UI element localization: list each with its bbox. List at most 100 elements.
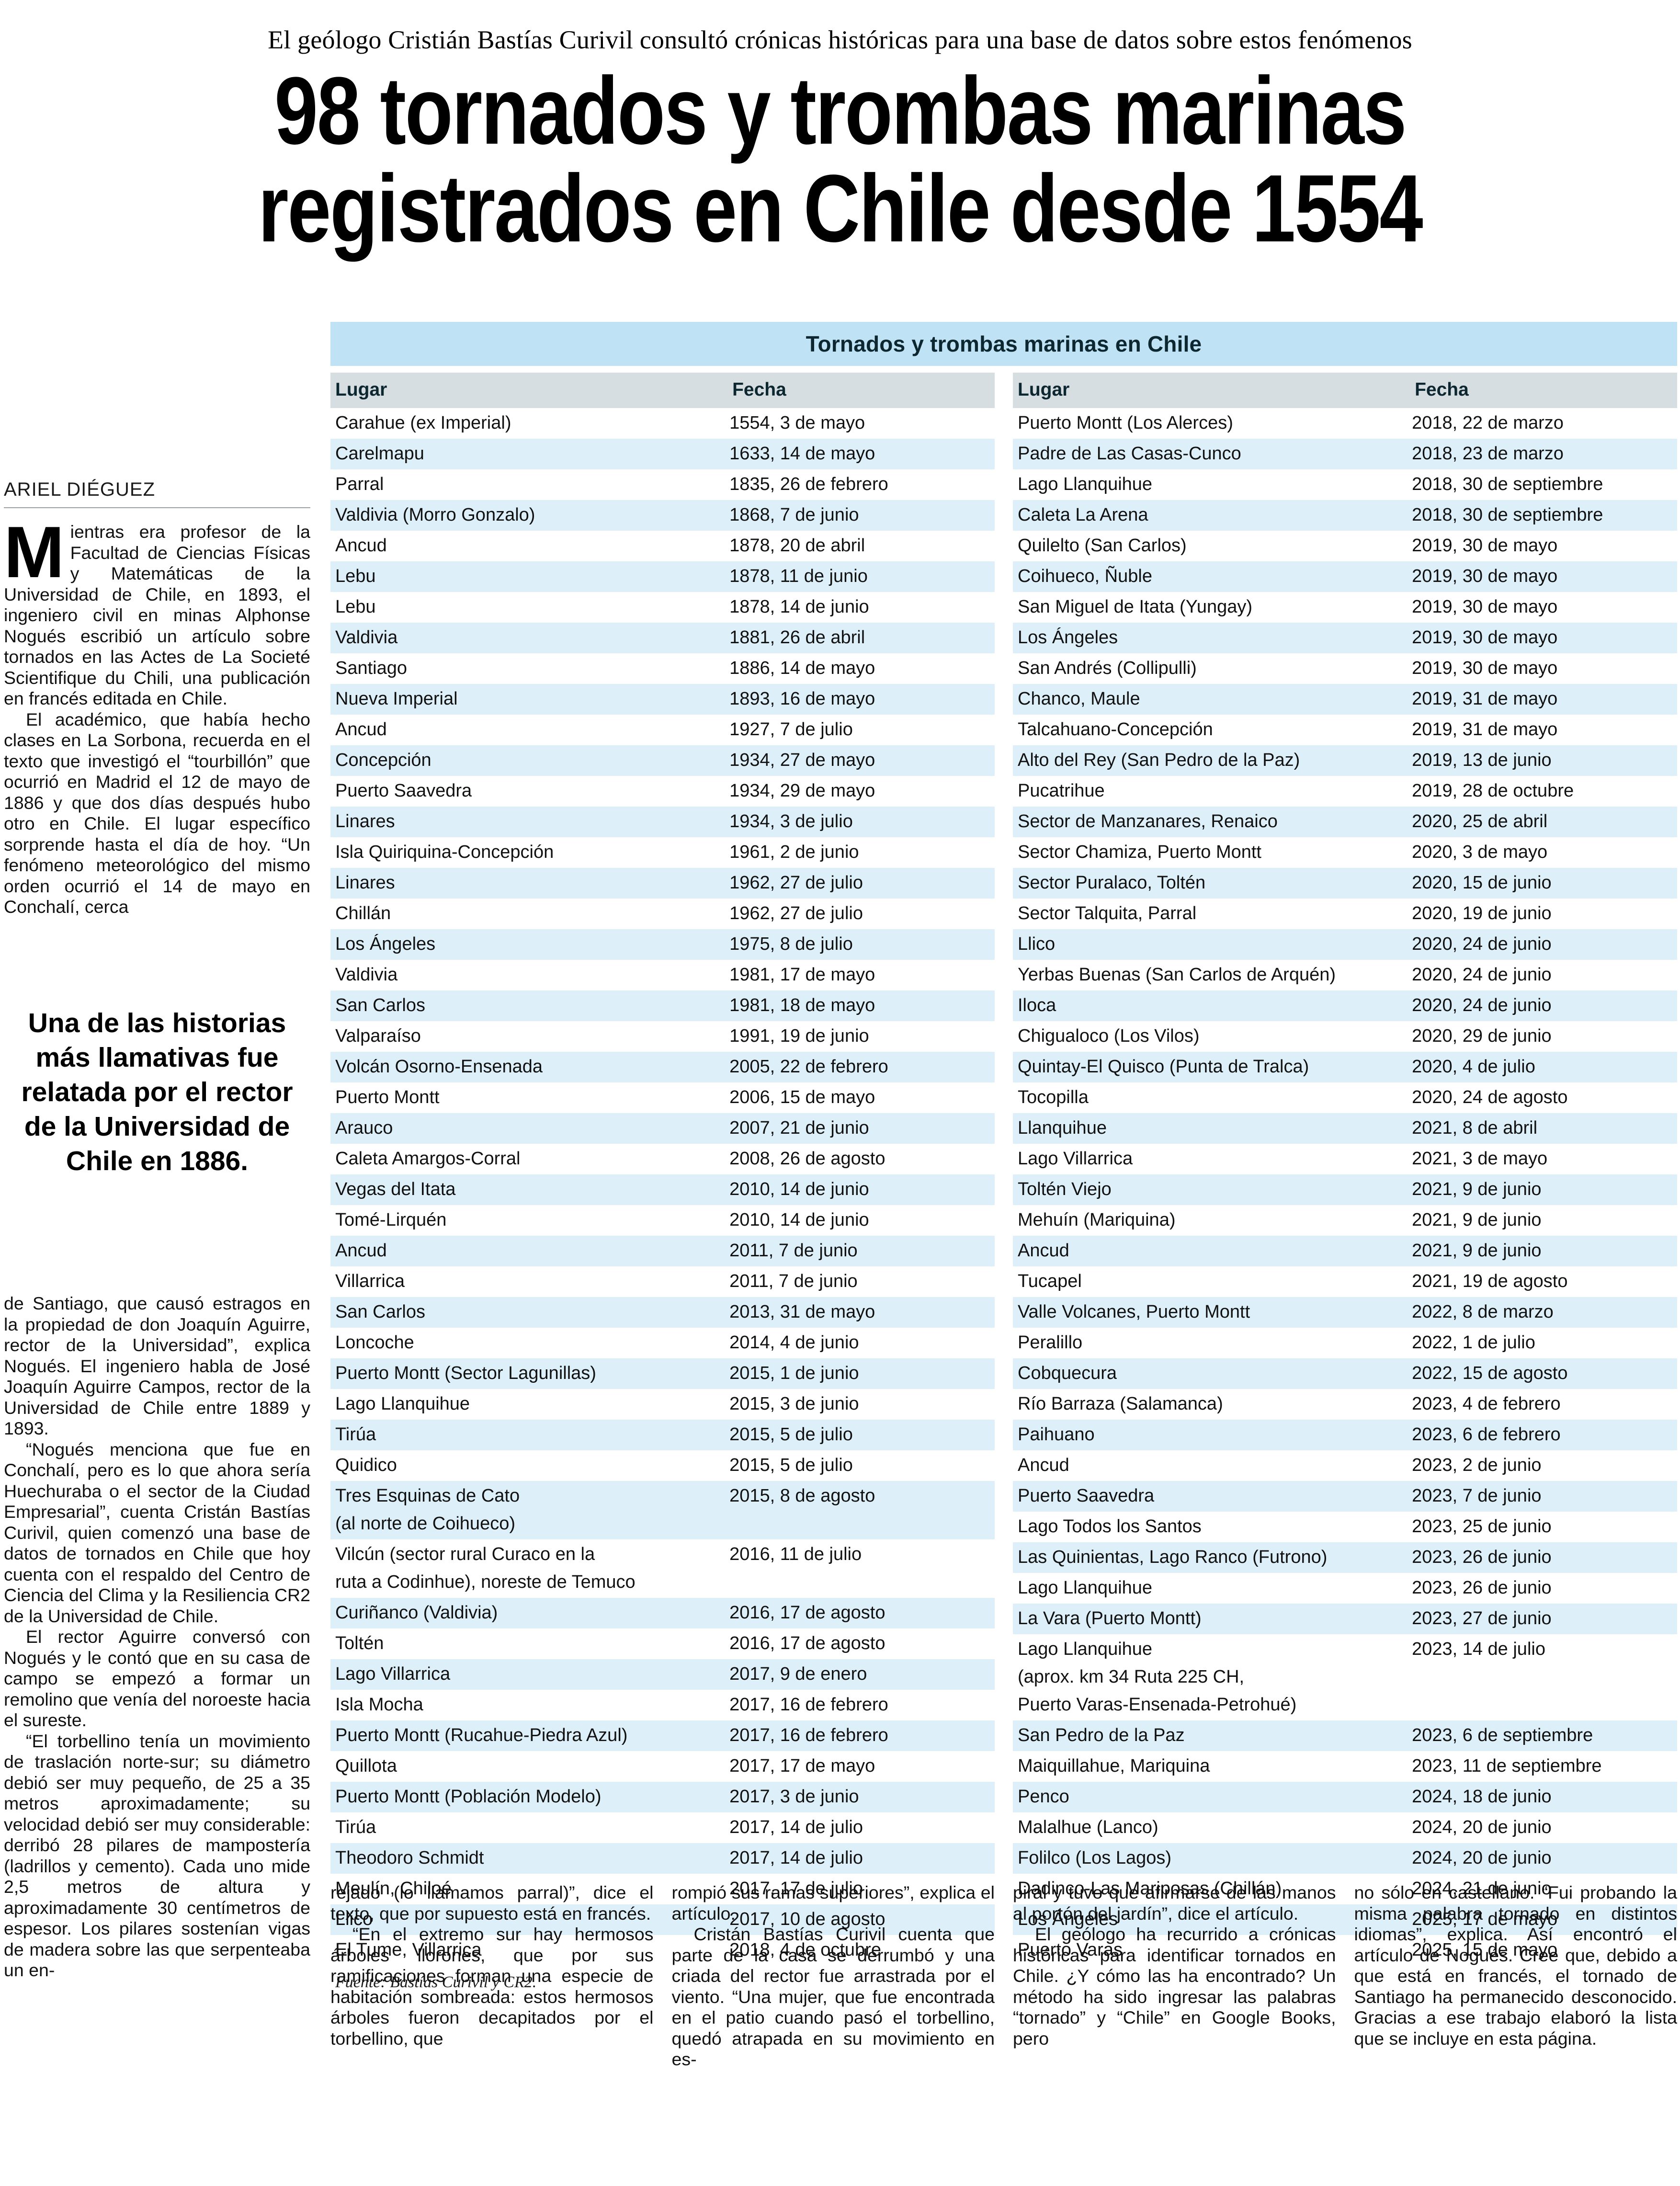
table-row[interactable]: Meulín, Chiloé 2017, 17 de julio	[330, 1874, 995, 1904]
table-row[interactable]: Villarrica 2011, 7 de junio	[330, 1266, 995, 1297]
table-row[interactable]: Tomé-Lirquén 2010, 14 de junio	[330, 1205, 995, 1236]
table-row[interactable]: Chillán 1962, 27 de julio	[330, 899, 995, 929]
table-row[interactable]: Quintay-El Quisco (Punta de Tralca) 2020,…	[1013, 1052, 1677, 1082]
table-row[interactable]: Valle Volcanes, Puerto Montt 2022, 8 de m…	[1013, 1297, 1677, 1328]
table-row[interactable]: Chanco, Maule 2019, 31 de mayo	[1013, 684, 1677, 715]
table-row[interactable]: El Tume, Villarrica 2018, 4 de octubre	[330, 1935, 995, 1966]
table-row[interactable]: Dadinco-Las Mariposas (Chillán) 2024, 21 …	[1013, 1874, 1677, 1904]
table-row[interactable]: Tres Esquinas de Cato 2015, 8 de agosto	[330, 1481, 995, 1512]
cell-lugar: Llanquihue	[1013, 1113, 1410, 1144]
table-row[interactable]: Concepción 1934, 27 de mayo	[330, 745, 995, 776]
table-row[interactable]: Vegas del Itata 2010, 14 de junio	[330, 1174, 995, 1205]
table-row[interactable]: San Carlos 2013, 31 de mayo	[330, 1297, 995, 1328]
table-row[interactable]: Sector Talquita, Parral 2020, 19 de junio	[1013, 899, 1677, 929]
table-row[interactable]: Caleta La Arena 2018, 30 de septiembre	[1013, 500, 1677, 531]
table-row[interactable]: Lebu 1878, 11 de junio	[330, 561, 995, 592]
table-row[interactable]: Puerto Montt 2006, 15 de mayo	[330, 1082, 995, 1113]
table-row[interactable]: Valdivia (Morro Gonzalo) 1868, 7 de junio	[330, 500, 995, 531]
table-row[interactable]: Caleta Amargos-Corral 2008, 26 de agosto	[330, 1144, 995, 1174]
table-row[interactable]: Carahue (ex Imperial) 1554, 3 de mayo	[330, 408, 995, 439]
table-row[interactable]: Ancud 2021, 9 de junio	[1013, 1236, 1677, 1266]
table-row[interactable]: Cobquecura 2022, 15 de agosto	[1013, 1358, 1677, 1389]
table-row[interactable]: Puerto Montt (Población Modelo) 2017, 3 d…	[330, 1782, 995, 1812]
table-row[interactable]: Los Ángeles 2019, 30 de mayo	[1013, 623, 1677, 653]
table-row[interactable]: Curiñanco (Valdivia) 2016, 17 de agosto	[330, 1598, 995, 1628]
table-row[interactable]: Ancud 1878, 20 de abril	[330, 531, 995, 561]
table-row[interactable]: Chigualoco (Los Vilos) 2020, 29 de junio	[1013, 1021, 1677, 1052]
table-row[interactable]: Padre de Las Casas-Cunco 2018, 23 de marz…	[1013, 439, 1677, 469]
table-row[interactable]: Valdivia 1881, 26 de abril	[330, 623, 995, 653]
table-row[interactable]: Sector Chamiza, Puerto Montt 2020, 3 de m…	[1013, 837, 1677, 868]
table-row[interactable]: Ancud 1927, 7 de julio	[330, 715, 995, 745]
table-row[interactable]: Iloca 2020, 24 de junio	[1013, 991, 1677, 1021]
table-row[interactable]: Las Quinientas, Lago Ranco (Futrono) 2023…	[1013, 1542, 1677, 1573]
table-row[interactable]: Peralillo 2022, 1 de julio	[1013, 1328, 1677, 1358]
cell-fecha: 2024, 20 de junio	[1410, 1843, 1677, 1874]
table-row[interactable]: Valparaíso 1991, 19 de junio	[330, 1021, 995, 1052]
table-row[interactable]: Nueva Imperial 1893, 16 de mayo	[330, 684, 995, 715]
table-row[interactable]: San Miguel de Itata (Yungay) 2019, 30 de …	[1013, 592, 1677, 623]
table-row[interactable]: Lebu 1878, 14 de junio	[330, 592, 995, 623]
table-row[interactable]: Toltén 2016, 17 de agosto	[330, 1628, 995, 1659]
table-row[interactable]: Isla Mocha 2017, 16 de febrero	[330, 1690, 995, 1720]
table-row[interactable]: Maiquillahue, Mariquina 2023, 11 de septi…	[1013, 1751, 1677, 1782]
table-row[interactable]: Folilco (Los Lagos) 2024, 20 de junio	[1013, 1843, 1677, 1874]
table-row[interactable]: Volcán Osorno-Ensenada 2005, 22 de febrer…	[330, 1052, 995, 1082]
table-row[interactable]: Llico 2017, 10 de agosto	[330, 1904, 995, 1935]
table-row[interactable]: Penco 2024, 18 de junio	[1013, 1782, 1677, 1812]
table-row[interactable]: San Carlos 1981, 18 de mayo	[330, 991, 995, 1021]
table-row[interactable]: Lago Todos los Santos 2023, 25 de junio	[1013, 1512, 1677, 1542]
table-row[interactable]: Quillota 2017, 17 de mayo	[330, 1751, 995, 1782]
table-row[interactable]: Yerbas Buenas (San Carlos de Arquén) 2020…	[1013, 960, 1677, 991]
table-row[interactable]: Tocopilla 2020, 24 de agosto	[1013, 1082, 1677, 1113]
table-row[interactable]: Tirúa 2015, 5 de julio	[330, 1420, 995, 1450]
table-row[interactable]: Mehuín (Mariquina) 2021, 9 de junio	[1013, 1205, 1677, 1236]
table-row[interactable]: Paihuano 2023, 6 de febrero	[1013, 1420, 1677, 1450]
table-row[interactable]: Río Barraza (Salamanca) 2023, 4 de febrer…	[1013, 1389, 1677, 1420]
table-row[interactable]: Lago Llanquihue 2023, 26 de junio	[1013, 1573, 1677, 1604]
table-row[interactable]: Alto del Rey (San Pedro de la Paz) 2019, …	[1013, 745, 1677, 776]
table-row[interactable]: Vilcún (sector rural Curaco en la 2016, 1…	[330, 1539, 995, 1570]
table-row[interactable]: Isla Quiriquina-Concepción 1961, 2 de jun…	[330, 837, 995, 868]
table-row[interactable]: Carelmapu 1633, 14 de mayo	[330, 439, 995, 469]
table-row[interactable]: Coihueco, Ñuble 2019, 30 de mayo	[1013, 561, 1677, 592]
table-row[interactable]: Linares 1934, 3 de julio	[330, 807, 995, 837]
table-row[interactable]: Loncoche 2014, 4 de junio	[330, 1328, 995, 1358]
table-row[interactable]: Lago Llanquihue 2018, 30 de septiembre	[1013, 469, 1677, 500]
table-row[interactable]: Los Ángeles 2025, 17 de mayo	[1013, 1904, 1677, 1935]
table-row[interactable]: Parral 1835, 26 de febrero	[330, 469, 995, 500]
table-row[interactable]: Santiago 1886, 14 de mayo	[330, 653, 995, 684]
table-row[interactable]: La Vara (Puerto Montt) 2023, 27 de junio	[1013, 1604, 1677, 1634]
table-row[interactable]: Puerto Varas 2025, 15 de mayo	[1013, 1935, 1677, 1966]
table-row[interactable]: Llico 2020, 24 de junio	[1013, 929, 1677, 960]
table-row[interactable]: Tucapel 2021, 19 de agosto	[1013, 1266, 1677, 1297]
table-row[interactable]: Malalhue (Lanco) 2024, 20 de junio	[1013, 1812, 1677, 1843]
table-row[interactable]: Lago Llanquihue 2015, 3 de junio	[330, 1389, 995, 1420]
table-row[interactable]: Los Ángeles 1975, 8 de julio	[330, 929, 995, 960]
table-row[interactable]: Puerto Saavedra 2023, 7 de junio	[1013, 1481, 1677, 1512]
table-row[interactable]: San Andrés (Collipulli) 2019, 30 de mayo	[1013, 653, 1677, 684]
table-row[interactable]: Sector Puralaco, Toltén 2020, 15 de junio	[1013, 868, 1677, 899]
table-row[interactable]: Linares 1962, 27 de julio	[330, 868, 995, 899]
table-row[interactable]: Sector de Manzanares, Renaico 2020, 25 de…	[1013, 807, 1677, 837]
table-row[interactable]: Toltén Viejo 2021, 9 de junio	[1013, 1174, 1677, 1205]
table-row[interactable]: Lago Llanquihue 2023, 14 de julio	[1013, 1634, 1677, 1665]
table-row[interactable]: Theodoro Schmidt 2017, 14 de julio	[330, 1843, 995, 1874]
table-row[interactable]: Lago Villarrica 2017, 9 de enero	[330, 1659, 995, 1690]
table-row[interactable]: Arauco 2007, 21 de junio	[330, 1113, 995, 1144]
table-row[interactable]: Valdivia 1981, 17 de mayo	[330, 960, 995, 991]
table-row[interactable]: Llanquihue 2021, 8 de abril	[1013, 1113, 1677, 1144]
table-row[interactable]: Quidico 2015, 5 de julio	[330, 1450, 995, 1481]
table-row[interactable]: Lago Villarrica 2021, 3 de mayo	[1013, 1144, 1677, 1174]
table-row[interactable]: Talcahuano-Concepción 2019, 31 de mayo	[1013, 715, 1677, 745]
table-row[interactable]: Ancud 2023, 2 de junio	[1013, 1450, 1677, 1481]
table-row[interactable]: Puerto Montt (Rucahue-Piedra Azul) 2017, …	[330, 1720, 995, 1751]
table-row[interactable]: Ancud 2011, 7 de junio	[330, 1236, 995, 1266]
table-row[interactable]: Puerto Saavedra 1934, 29 de mayo	[330, 776, 995, 807]
table-row[interactable]: Pucatrihue 2019, 28 de octubre	[1013, 776, 1677, 807]
table-row[interactable]: Puerto Montt (Sector Lagunillas) 2015, 1 …	[330, 1358, 995, 1389]
table-row[interactable]: San Pedro de la Paz 2023, 6 de septiembre	[1013, 1720, 1677, 1751]
table-row[interactable]: Puerto Montt (Los Alerces) 2018, 22 de ma…	[1013, 408, 1677, 439]
table-row[interactable]: Quilelto (San Carlos) 2019, 30 de mayo	[1013, 531, 1677, 561]
table-row[interactable]: Tirúa 2017, 14 de julio	[330, 1812, 995, 1843]
